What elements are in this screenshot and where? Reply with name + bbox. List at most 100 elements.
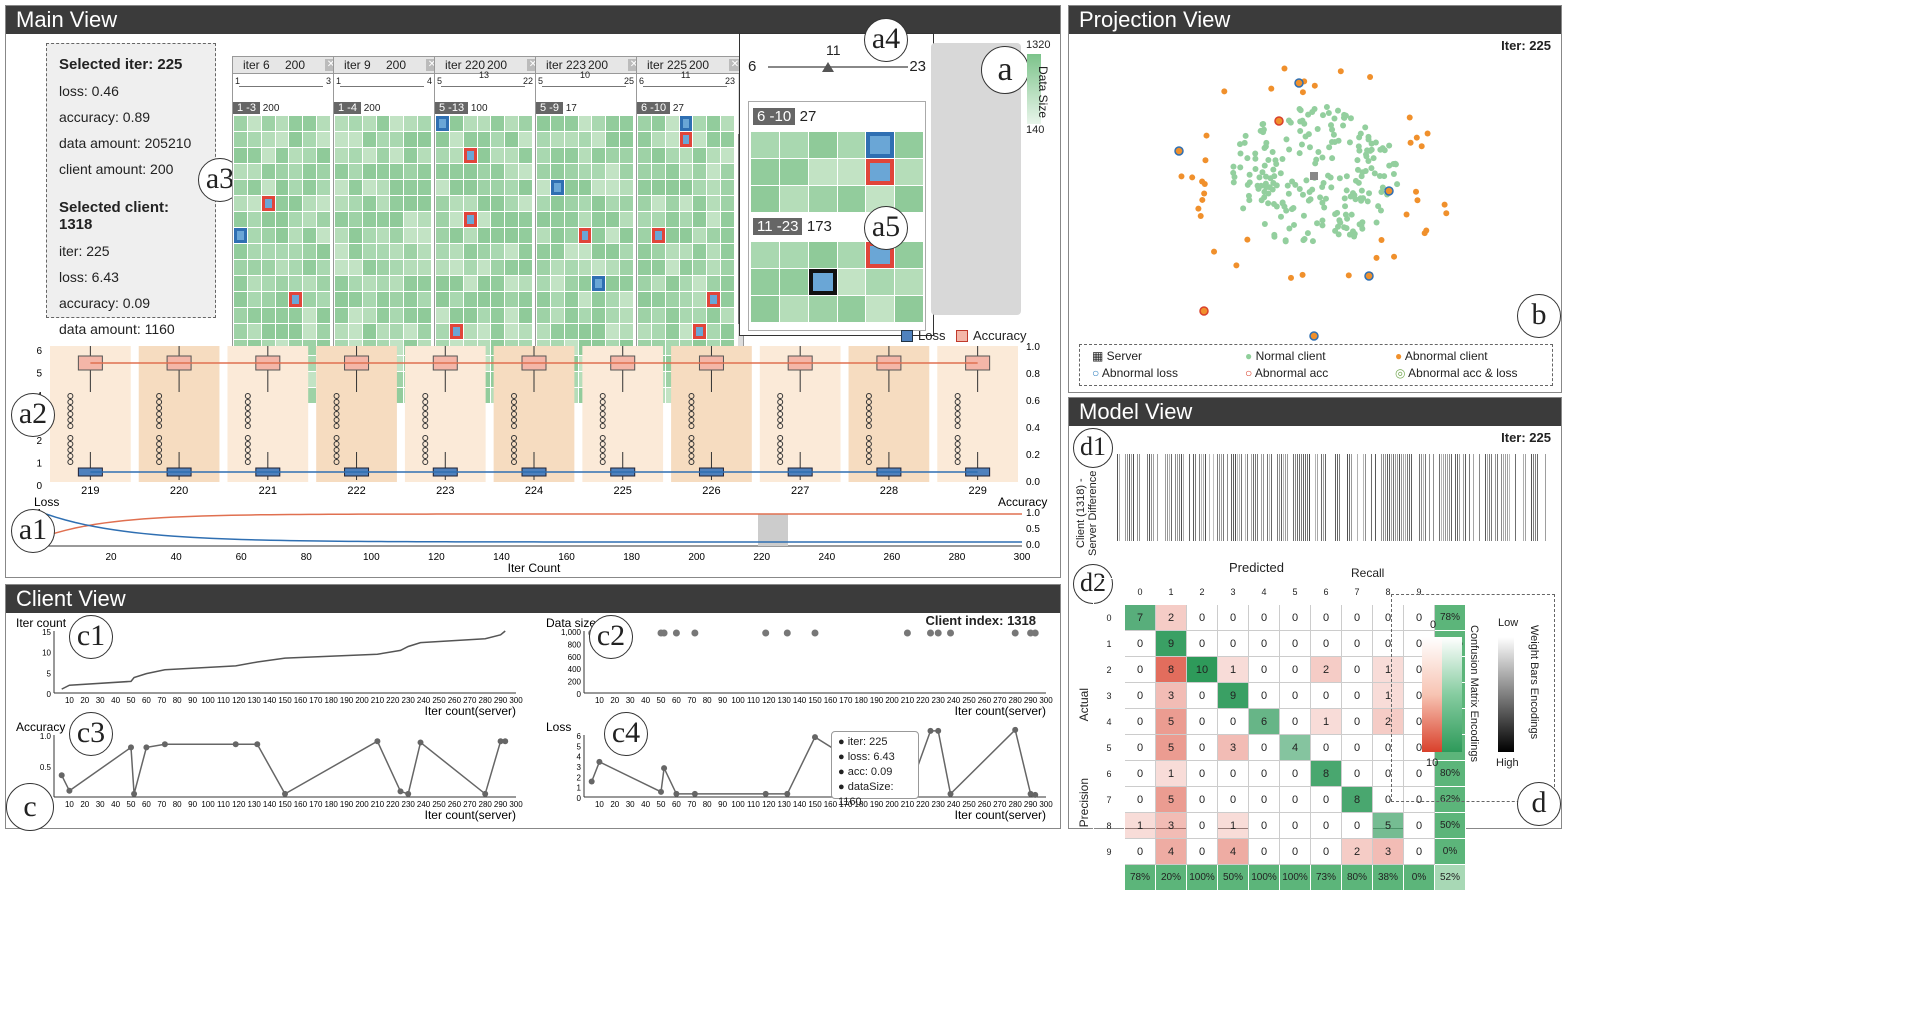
client-cell[interactable]: [665, 324, 679, 339]
cm-cell[interactable]: 0: [1217, 604, 1249, 631]
projection-scatter[interactable]: [1069, 46, 1563, 346]
client-cell[interactable]: [505, 244, 519, 259]
client-cell[interactable]: [707, 132, 721, 147]
client-cell[interactable]: [275, 180, 289, 195]
client-cell[interactable]: [606, 244, 620, 259]
normal-client-dot[interactable]: [1265, 156, 1272, 163]
client-cell[interactable]: [665, 180, 679, 195]
client-cell[interactable]: [436, 180, 449, 195]
cm-cell[interactable]: 0: [1341, 604, 1373, 631]
client-cell[interactable]: [505, 308, 519, 323]
client-cell[interactable]: [436, 164, 449, 179]
client-cell[interactable]: [592, 292, 606, 307]
client-cell[interactable]: [491, 196, 505, 211]
client-cell[interactable]: [651, 116, 665, 131]
cm-cell[interactable]: 0: [1310, 604, 1342, 631]
client-cell[interactable]: [289, 244, 303, 259]
client-cell[interactable]: [679, 148, 693, 163]
normal-client-dot[interactable]: [1328, 138, 1335, 145]
client-cell[interactable]: [519, 148, 532, 163]
client-cell[interactable]: [362, 228, 376, 243]
normal-client-dot[interactable]: [1261, 194, 1268, 201]
normal-client-dot[interactable]: [1329, 155, 1336, 162]
cm-cell[interactable]: 0: [1186, 812, 1218, 839]
client-cell[interactable]: [261, 276, 275, 291]
client-cell[interactable]: [721, 164, 734, 179]
cm-cell[interactable]: 0: [1248, 630, 1280, 657]
client-cell[interactable]: [348, 132, 362, 147]
client-cell[interactable]: [261, 228, 275, 243]
cm-cell[interactable]: 0: [1372, 786, 1404, 813]
client-cell[interactable]: [693, 324, 707, 339]
client-cell[interactable]: [317, 244, 330, 259]
normal-client-dot[interactable]: [1306, 144, 1313, 151]
normal-client-dot[interactable]: [1381, 173, 1388, 180]
client-cell[interactable]: [376, 180, 390, 195]
client-cell[interactable]: [247, 164, 261, 179]
normal-client-dot[interactable]: [1336, 175, 1343, 182]
abnormal-client-dot[interactable]: [1299, 271, 1306, 278]
client-cell[interactable]: [679, 324, 693, 339]
client-cell[interactable]: [537, 292, 550, 307]
client-cell[interactable]: [303, 116, 317, 131]
client-cell[interactable]: [651, 228, 665, 243]
client-cell[interactable]: [620, 308, 633, 323]
client-cell[interactable]: [592, 324, 606, 339]
client-cell[interactable]: [751, 186, 779, 212]
client-cell[interactable]: [348, 212, 362, 227]
client-cell[interactable]: [895, 242, 923, 268]
normal-client-dot[interactable]: [1263, 184, 1270, 191]
normal-client-dot[interactable]: [1261, 162, 1268, 169]
client-cell[interactable]: [808, 186, 837, 212]
normal-client-dot[interactable]: [1263, 173, 1270, 180]
range-slider[interactable]: [441, 86, 525, 87]
normal-client-dot[interactable]: [1270, 201, 1277, 208]
normal-client-dot[interactable]: [1354, 166, 1361, 173]
client-cell[interactable]: [491, 276, 505, 291]
client-cell[interactable]: [651, 276, 665, 291]
cm-cell[interactable]: 0: [1248, 812, 1280, 839]
client-cell[interactable]: [362, 212, 376, 227]
client-cell[interactable]: [620, 164, 633, 179]
client-cell[interactable]: [620, 244, 633, 259]
normal-client-dot[interactable]: [1332, 211, 1339, 218]
client-cell[interactable]: [261, 164, 275, 179]
client-cell[interactable]: [303, 292, 317, 307]
client-cell[interactable]: [317, 148, 330, 163]
client-cell[interactable]: [335, 324, 348, 339]
client-cell[interactable]: [638, 260, 651, 275]
client-cell[interactable]: [751, 132, 779, 158]
client-cell[interactable]: [261, 244, 275, 259]
client-cell[interactable]: [449, 180, 463, 195]
normal-client-dot[interactable]: [1302, 133, 1309, 140]
normal-client-dot[interactable]: [1328, 184, 1335, 191]
normal-client-dot[interactable]: [1342, 203, 1349, 210]
client-cell[interactable]: [679, 292, 693, 307]
client-cell[interactable]: [808, 269, 837, 295]
client-cell[interactable]: [436, 244, 449, 259]
client-cell[interactable]: [606, 260, 620, 275]
cm-cell[interactable]: 0: [1186, 630, 1218, 657]
normal-client-dot[interactable]: [1277, 170, 1284, 177]
client-cell[interactable]: [404, 308, 418, 323]
normal-client-dot[interactable]: [1323, 104, 1330, 111]
client-cell[interactable]: [463, 148, 477, 163]
client-cell[interactable]: [418, 244, 431, 259]
cm-cell[interactable]: 0: [1341, 812, 1373, 839]
client-cell[interactable]: [779, 296, 808, 322]
data-size-point[interactable]: [903, 629, 911, 637]
client-cell[interactable]: [707, 276, 721, 291]
normal-client-dot[interactable]: [1296, 185, 1303, 192]
abnormal-client-dot[interactable]: [1268, 85, 1275, 92]
normal-client-dot[interactable]: [1344, 215, 1351, 222]
client-cell[interactable]: [289, 180, 303, 195]
client-cell[interactable]: [707, 244, 721, 259]
client-cell[interactable]: [679, 276, 693, 291]
client-cell[interactable]: [247, 292, 261, 307]
normal-client-dot[interactable]: [1314, 126, 1321, 133]
client-cell[interactable]: [477, 164, 491, 179]
client-cell[interactable]: [721, 148, 734, 163]
normal-client-dot[interactable]: [1297, 128, 1304, 135]
normal-client-dot[interactable]: [1320, 179, 1327, 186]
client-cell[interactable]: [449, 196, 463, 211]
